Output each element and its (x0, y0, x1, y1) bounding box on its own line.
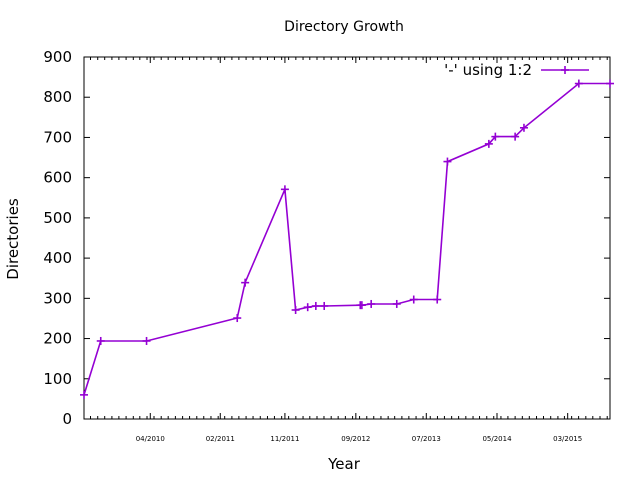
data-point (241, 278, 250, 287)
data-point (511, 132, 520, 141)
data-point (280, 185, 289, 194)
data-point (484, 139, 493, 148)
data-point (433, 295, 442, 304)
y-tick-label: 400 (43, 249, 72, 267)
data-point (443, 157, 452, 166)
data-point (142, 336, 151, 345)
x-tick-label: 03/2015 (553, 435, 582, 443)
data-point (80, 390, 88, 399)
data-point (291, 305, 300, 314)
plot-frame (83, 56, 611, 420)
y-tick-label: 900 (43, 48, 72, 66)
data-point (574, 79, 583, 88)
data-point (491, 132, 500, 141)
legend-label: '-' using 1:2 (444, 61, 532, 79)
y-axis-label: Directories (4, 198, 22, 280)
x-tick-label: 07/2013 (412, 435, 441, 443)
series-line (83, 82, 610, 396)
y-tick-label: 600 (43, 169, 72, 187)
data-point (606, 79, 614, 88)
data-point (311, 301, 320, 310)
x-axis-label: Year (327, 455, 361, 473)
data-point (392, 299, 401, 308)
data-point (357, 301, 366, 310)
x-tick-label: 02/2011 (206, 435, 235, 443)
data-point (409, 295, 418, 304)
data-point (233, 314, 242, 323)
data-point (96, 336, 105, 345)
y-tick-label: 0 (62, 410, 72, 428)
data-point (367, 299, 376, 308)
x-tick-label: 04/2010 (136, 435, 165, 443)
y-tick-label: 800 (43, 88, 72, 106)
y-tick-label: 200 (43, 330, 72, 348)
x-tick-label: 09/2012 (341, 435, 370, 443)
data-point (303, 303, 312, 312)
y-tick-label: 100 (43, 370, 72, 388)
x-tick-label: 11/2011 (270, 435, 299, 443)
y-tick-label: 300 (43, 289, 72, 307)
data-point (320, 301, 329, 310)
chart-title: Directory Growth (284, 19, 404, 35)
y-tick-label: 500 (43, 209, 72, 227)
x-tick-label: 05/2014 (482, 435, 512, 443)
data-point (519, 123, 528, 132)
y-tick-label: 700 (43, 128, 72, 146)
